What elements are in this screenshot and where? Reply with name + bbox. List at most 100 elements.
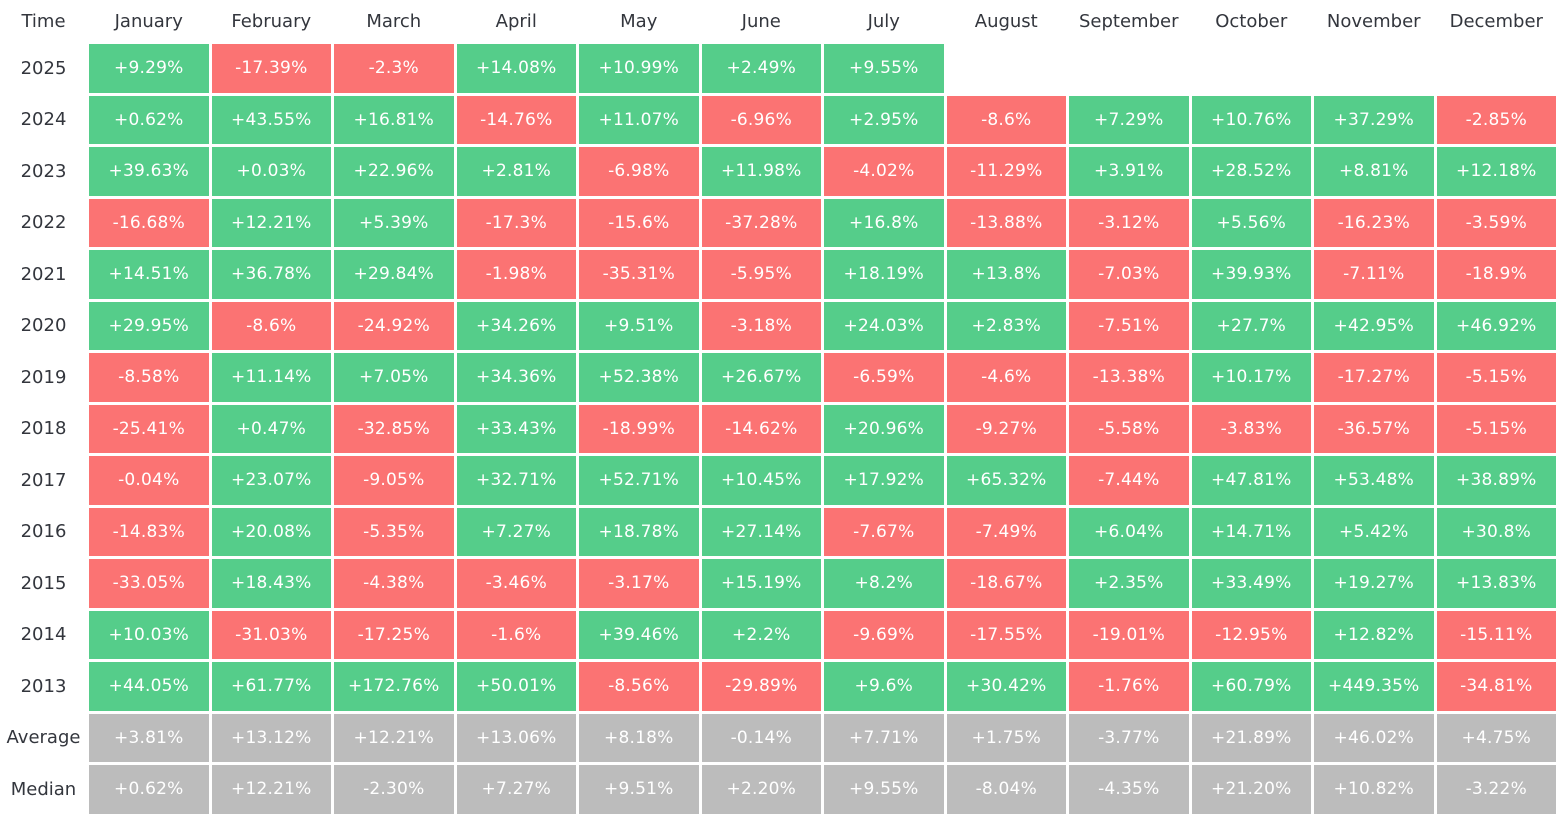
return-cell: +0.62% — [89, 765, 209, 814]
return-cell: +28.52% — [1191, 147, 1311, 196]
return-cell: -7.49% — [946, 507, 1066, 556]
return-cell: +9.55% — [824, 765, 944, 814]
return-cell: +8.2% — [824, 559, 944, 608]
return-cell: +19.27% — [1314, 559, 1434, 608]
return-cell: +3.91% — [1069, 147, 1189, 196]
column-header-july: July — [867, 10, 900, 32]
year-label: 2024 — [20, 109, 67, 131]
empty-cell — [947, 44, 1067, 93]
summary-row-average: Average +3.81% +13.12% +12.21% +13.06% +8.18%… — [1, 713, 1556, 762]
return-cell: +0.62% — [89, 95, 209, 144]
return-cell: +14.08% — [456, 44, 576, 93]
return-cell: +65.32% — [946, 456, 1066, 505]
return-cell: -5.58% — [1069, 404, 1189, 453]
column-header-november: November — [1326, 10, 1421, 32]
return-cell: -0.04% — [89, 456, 209, 505]
year-row-2024: 2024 +0.62% +43.55% +16.81% -14.76% +11.07% -6… — [1, 95, 1556, 144]
year-row-2016: 2016 -14.83% +20.08% -5.35% +7.27% +18.78% +27… — [1, 507, 1556, 556]
return-cell: -17.3% — [456, 198, 576, 247]
return-cell: +50.01% — [456, 662, 576, 711]
return-cell: -17.39% — [211, 44, 331, 93]
return-cell: +5.56% — [1191, 198, 1311, 247]
year-label: 2023 — [20, 160, 67, 182]
year-label: 2016 — [20, 521, 67, 543]
return-cell: +9.51% — [579, 301, 699, 350]
summary-label: Median — [10, 778, 77, 800]
return-cell: +13.83% — [1436, 559, 1556, 608]
summary-label: Average — [6, 727, 81, 749]
return-cell: -4.6% — [946, 353, 1066, 402]
return-cell: -3.46% — [456, 559, 576, 608]
return-cell: +20.08% — [211, 507, 331, 556]
return-cell: -3.22% — [1436, 765, 1556, 814]
return-cell: +11.98% — [701, 147, 821, 196]
return-cell: +39.63% — [89, 147, 209, 196]
return-cell: -11.29% — [946, 147, 1066, 196]
empty-cell — [1192, 44, 1312, 93]
year-row-2019: 2019 -8.58% +11.14% +7.05% +34.36% +52.38% +26… — [1, 353, 1556, 402]
return-cell: +47.81% — [1191, 456, 1311, 505]
return-cell: -8.56% — [579, 662, 699, 711]
return-cell: +14.71% — [1191, 507, 1311, 556]
return-cell: +2.81% — [456, 147, 576, 196]
return-cell: +24.03% — [824, 301, 944, 350]
return-cell: +8.81% — [1314, 147, 1434, 196]
return-cell: +43.55% — [211, 95, 331, 144]
return-cell: +13.12% — [211, 713, 331, 762]
return-cell: +16.8% — [824, 198, 944, 247]
return-cell: +18.78% — [579, 507, 699, 556]
return-cell: +8.18% — [579, 713, 699, 762]
year-label: 2014 — [20, 624, 67, 646]
year-row-2018: 2018 -25.41% +0.47% -32.85% +33.43% -18.99% -1… — [1, 404, 1556, 453]
return-cell: -9.27% — [946, 404, 1066, 453]
return-cell: +16.81% — [334, 95, 454, 144]
return-cell: +27.14% — [701, 507, 821, 556]
return-cell: -7.44% — [1069, 456, 1189, 505]
year-label: 2020 — [20, 315, 67, 337]
return-cell: +11.14% — [211, 353, 331, 402]
empty-cell — [1069, 44, 1189, 93]
return-cell: -9.69% — [824, 610, 944, 659]
return-cell: +30.8% — [1436, 507, 1556, 556]
return-cell: +9.51% — [579, 765, 699, 814]
empty-cell — [1314, 44, 1434, 93]
return-cell: -3.17% — [579, 559, 699, 608]
year-row-2021: 2021 +14.51% +36.78% +29.84% -1.98% -35.31% -5… — [1, 250, 1556, 299]
return-cell: -1.6% — [456, 610, 576, 659]
return-cell: +44.05% — [89, 662, 209, 711]
year-row-2020: 2020 +29.95% -8.6% -24.92% +34.26% +9.51% -3.1… — [1, 301, 1556, 350]
year-label: 2025 — [20, 57, 67, 79]
return-cell: +10.17% — [1191, 353, 1311, 402]
year-label: 2015 — [20, 572, 67, 594]
return-cell: -3.77% — [1069, 713, 1189, 762]
return-cell: +9.29% — [89, 44, 209, 93]
column-header-august: August — [974, 10, 1038, 32]
return-cell: +6.04% — [1069, 507, 1189, 556]
return-cell: -3.18% — [701, 301, 821, 350]
return-cell: +18.19% — [824, 250, 944, 299]
return-cell: +21.20% — [1191, 765, 1311, 814]
return-cell: +11.07% — [579, 95, 699, 144]
column-header-june: June — [741, 10, 781, 32]
return-cell: +22.96% — [334, 147, 454, 196]
column-header-january: January — [114, 10, 183, 32]
return-cell: +32.71% — [456, 456, 576, 505]
return-cell: -25.41% — [89, 404, 209, 453]
summary-row-median: Median +0.62% +12.21% -2.30% +7.27% +9.51% +2.… — [1, 765, 1556, 814]
empty-cell — [1437, 44, 1557, 93]
column-header-march: March — [366, 10, 422, 32]
return-cell: +36.78% — [211, 250, 331, 299]
year-row-2025: 2025 +9.29% -17.39% -2.3% +14.08% +10.99% +2.4… — [1, 44, 1556, 93]
return-cell: +0.47% — [211, 404, 331, 453]
return-cell: +7.27% — [456, 765, 576, 814]
return-cell: -29.89% — [701, 662, 821, 711]
return-cell: -17.55% — [946, 610, 1066, 659]
corner-label: Time — [21, 10, 66, 32]
return-cell: -33.05% — [89, 559, 209, 608]
return-cell: +7.71% — [824, 713, 944, 762]
return-cell: +17.92% — [824, 456, 944, 505]
return-cell: -2.3% — [334, 44, 454, 93]
return-cell: +52.38% — [579, 353, 699, 402]
year-label: 2022 — [20, 212, 67, 234]
return-cell: -8.58% — [89, 353, 209, 402]
